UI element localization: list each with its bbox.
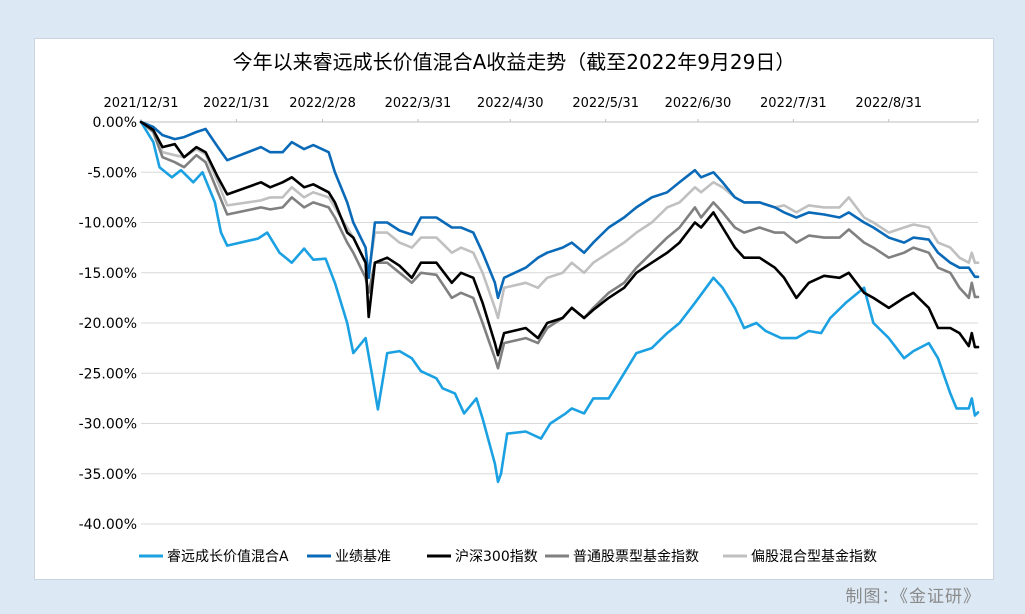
y-tick-label: -15.00% (79, 266, 137, 282)
chart-title: 今年以来睿远成长价值混合A收益走势（截至2022年9月29日） (233, 50, 796, 74)
axes: 0.00% -5.00% -10.00% -15.00% -20.00% -25.00% -… (79, 96, 979, 533)
legend-label: 普通股票型基金指数 (573, 548, 699, 565)
y-tick-label: -25.00% (79, 366, 137, 382)
chart-credit: 制图：《金证研》 (845, 587, 981, 607)
legend-label: 偏股混合型基金指数 (751, 548, 877, 565)
legend-label: 沪深300指数 (455, 549, 538, 565)
y-tick-label: 0.00% (93, 115, 137, 131)
series-line (139, 120, 980, 300)
y-tick-label: -5.00% (87, 165, 137, 181)
x-tick-label: 2022/8/31 (855, 96, 922, 111)
series-lines (139, 120, 980, 484)
grid-lines (141, 121, 978, 525)
y-tick-label: -40.00% (79, 517, 137, 533)
x-tick-label: 2022/5/31 (572, 96, 639, 111)
series-line (139, 120, 980, 357)
legend-label: 业绩基准 (335, 548, 391, 565)
x-tick-label: 2022/6/30 (665, 96, 732, 111)
x-tick-label: 2021/12/31 (104, 96, 179, 111)
y-tick-label: -35.00% (79, 467, 137, 483)
legend: 睿远成长价值混合A 业绩基准 沪深300指数 普通股票型基金指数 偏股混合型基金指数 (139, 548, 877, 565)
series-line (139, 120, 980, 484)
x-tick-label: 2022/2/28 (289, 96, 356, 111)
x-tick-label: 2022/1/31 (203, 96, 270, 111)
y-tick-label: -10.00% (79, 216, 137, 232)
chart-card: 今年以来睿远成长价值混合A收益走势（截至2022年9月29日） 0.00% -5.… (34, 38, 994, 580)
line-chart: 今年以来睿远成长价值混合A收益走势（截至2022年9月29日） 0.00% -5.… (79, 50, 980, 565)
series-line (139, 120, 980, 320)
x-tick-label: 2022/4/30 (477, 96, 544, 111)
series-line (139, 120, 980, 370)
legend-label: 睿远成长价值混合A (167, 549, 289, 565)
y-tick-label: -20.00% (79, 316, 137, 332)
x-tick-label: 2022/7/31 (760, 96, 827, 111)
x-tick-label: 2022/3/31 (385, 96, 452, 111)
y-tick-label: -30.00% (79, 417, 137, 433)
